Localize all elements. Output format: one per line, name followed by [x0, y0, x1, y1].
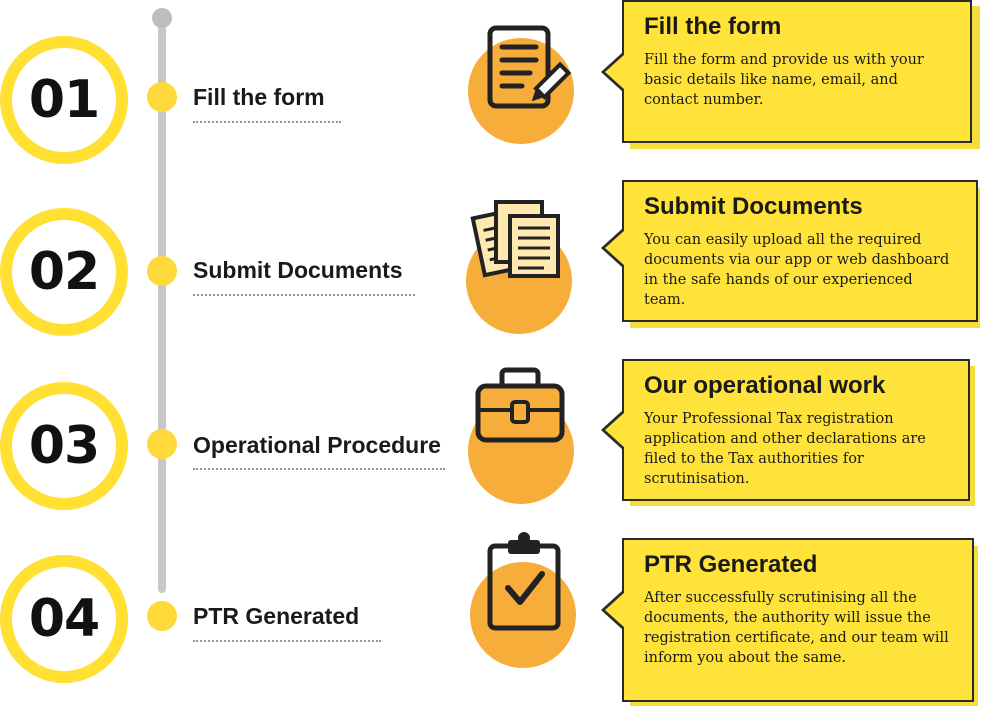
timeline-dot — [147, 82, 177, 112]
card-pointer-fill — [605, 54, 625, 90]
step-card: PTR Generated After successfully scrutin… — [622, 538, 974, 702]
card-body: Fill the form and provide us with your b… — [644, 52, 924, 108]
card-pointer-fill — [605, 592, 625, 628]
step-card: Our operational work Your Professional T… — [622, 359, 970, 501]
timeline-line — [158, 18, 166, 593]
step-card: Submit Documents You can easily upload a… — [622, 180, 978, 322]
step-number-circle: 03 — [0, 382, 128, 510]
step-number: 01 — [28, 70, 100, 130]
card-body: Your Professional Tax registration appli… — [644, 411, 926, 487]
card-body: You can easily upload all the required d… — [644, 232, 950, 308]
step-number: 04 — [28, 589, 100, 649]
step-number-circle: 01 — [0, 36, 128, 164]
card-pointer-fill — [605, 412, 625, 448]
timeline-dot — [147, 256, 177, 286]
step-card: Fill the form Fill the form and provide … — [622, 0, 972, 143]
card-body: After successfully scrutinising all the … — [644, 590, 949, 666]
step-number: 03 — [28, 416, 100, 476]
card-title: PTR Generated — [644, 551, 818, 578]
step-underline — [193, 294, 415, 296]
step-label: Submit Documents — [193, 257, 403, 283]
timeline-cap — [152, 8, 172, 28]
step-underline — [193, 121, 341, 123]
step-underline — [193, 468, 445, 470]
timeline-dot — [147, 429, 177, 459]
step-number-circle: 02 — [0, 208, 128, 336]
clipboard-check-icon — [470, 528, 610, 678]
documents-icon — [466, 180, 606, 334]
briefcase-icon — [468, 360, 608, 510]
step-number-circle: 04 — [0, 555, 128, 683]
card-title: Submit Documents — [644, 193, 863, 220]
step-underline — [193, 640, 381, 642]
timeline-dot — [147, 601, 177, 631]
step-number: 02 — [28, 242, 100, 302]
step-label: Operational Procedure — [193, 432, 441, 458]
step-label: PTR Generated — [193, 603, 360, 629]
card-title: Our operational work — [644, 372, 886, 399]
step-label: Fill the form — [193, 84, 325, 110]
card-title: Fill the form — [644, 13, 782, 40]
card-pointer-fill — [605, 230, 625, 266]
form-icon — [468, 0, 608, 150]
